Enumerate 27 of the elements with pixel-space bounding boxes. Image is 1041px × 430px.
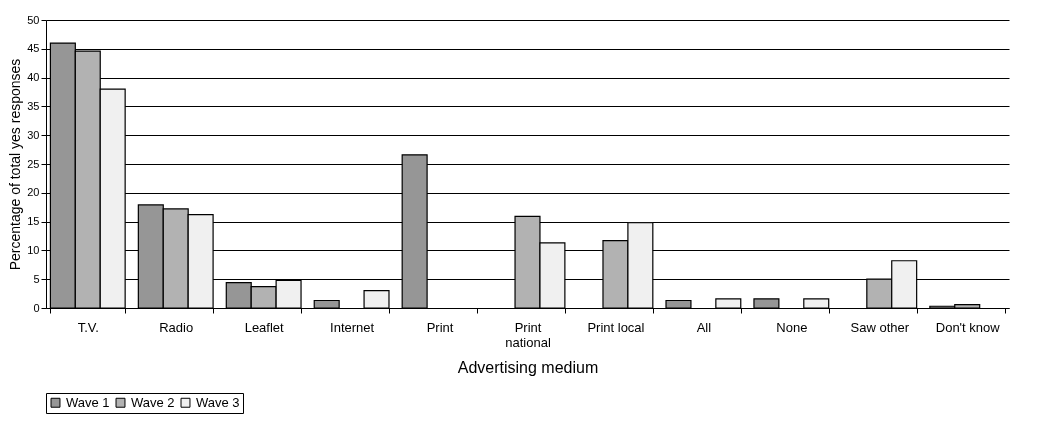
y-tick-label: 30 [27,128,40,141]
y-tick-label: 45 [27,42,40,55]
y-tick-label: 50 [27,13,40,26]
legend-label: Wave 1 [66,394,110,410]
y-axis-title: Percentage of total yes responses [7,58,24,271]
x-tick-label: Print national [505,319,551,350]
y-tick-label: 35 [27,99,40,112]
y-tick-label: 40 [27,71,40,84]
y-tick-label: 5 [33,272,40,285]
x-tick-label: T.V. [77,319,99,335]
x-tick-label: Radio [159,319,194,335]
legend-label: Wave 3 [196,394,240,410]
x-tick-label: All [696,319,712,335]
x-tick-label: Print local [587,319,645,335]
y-tick-label: 10 [27,243,40,256]
x-tick-label: Leaflet [244,319,285,335]
x-axis-title: Advertising medium [457,358,599,376]
x-tick-label: None [776,319,808,335]
y-tick-label: 25 [27,157,40,170]
x-tick-label: Internet [330,319,375,335]
y-tick-label: 15 [27,215,40,228]
x-tick-label: Print [426,319,454,335]
x-tick-label: Saw other [850,319,910,335]
legend-label: Wave 2 [131,394,175,410]
y-tick-label: 20 [27,186,40,199]
x-tick-label: Don't know [935,319,1001,335]
y-tick-label: 0 [33,301,40,314]
